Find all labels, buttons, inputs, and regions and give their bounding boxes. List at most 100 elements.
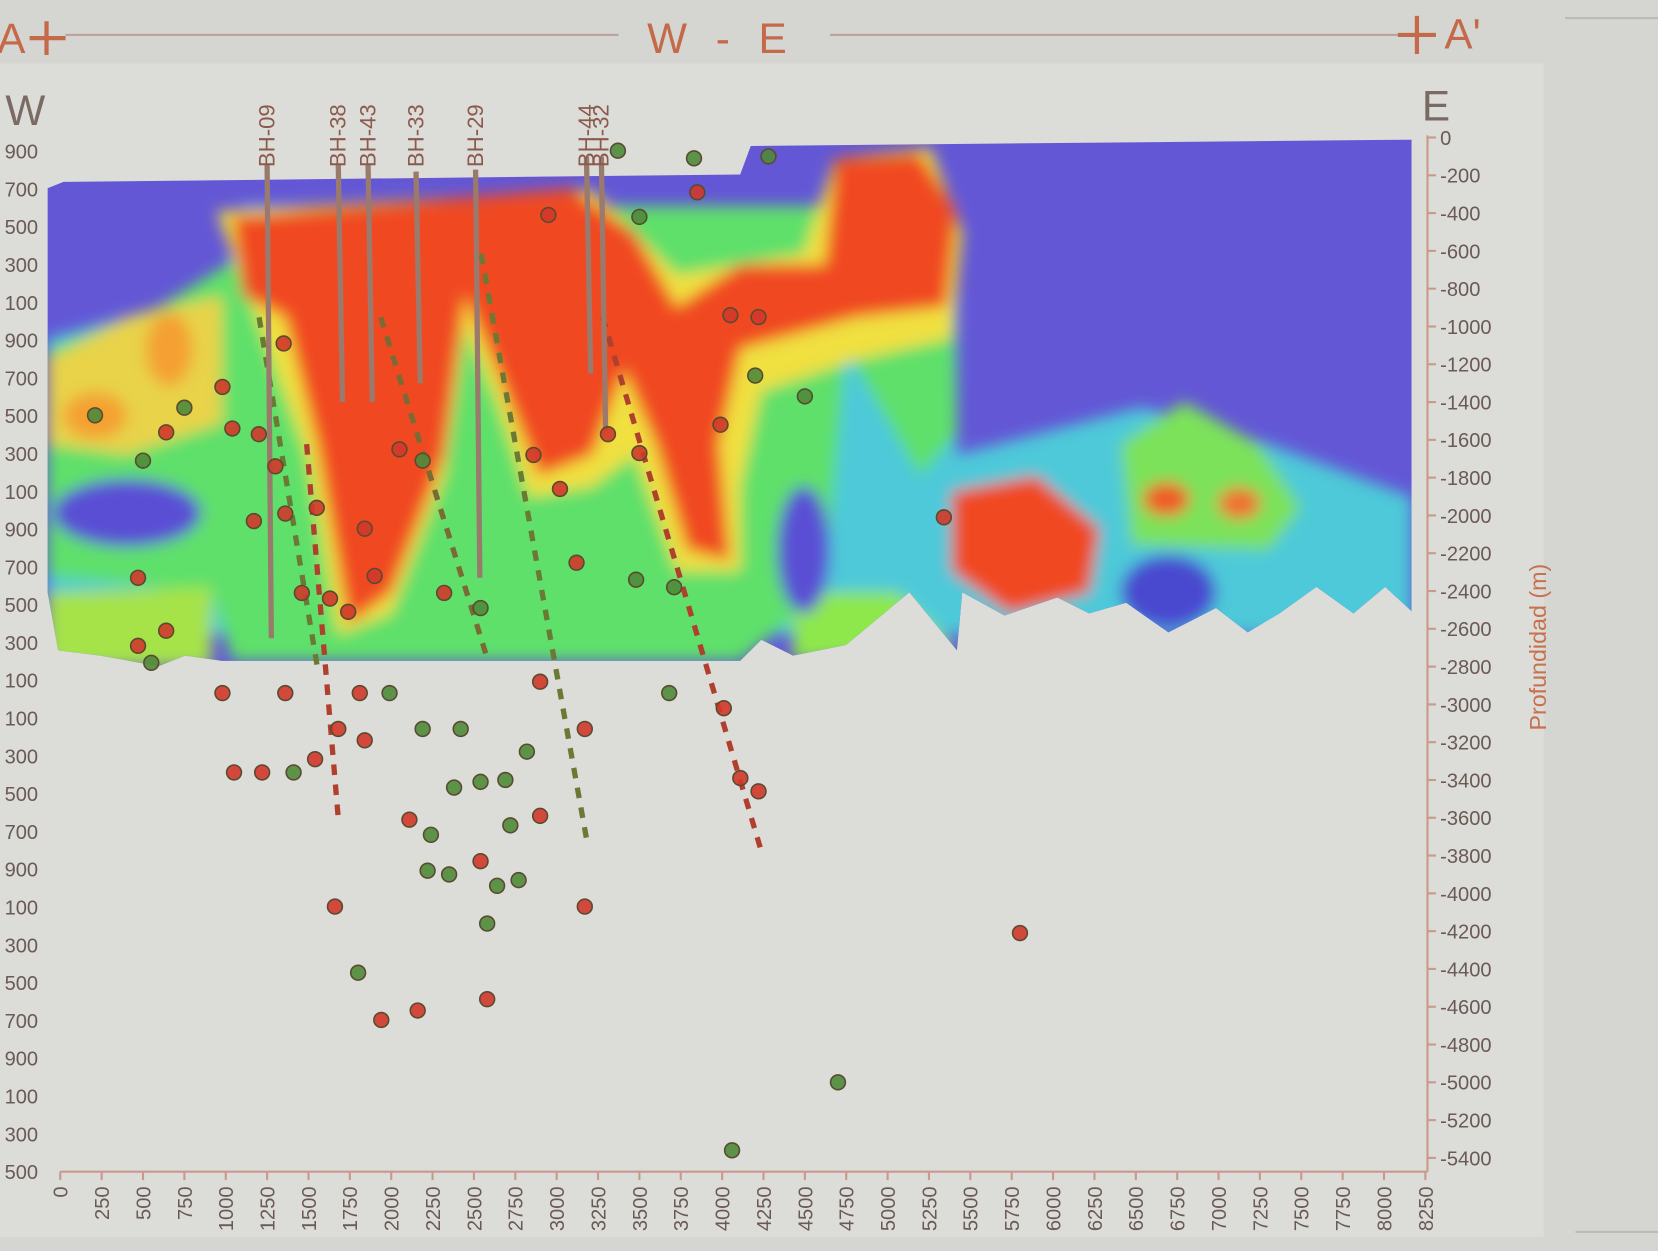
event-point: [86, 407, 104, 424]
event-point: [510, 871, 527, 889]
y-tick-label: -1200: [1440, 355, 1491, 377]
x-tick-label: 2250: [423, 1186, 445, 1231]
x-tick-label: 750: [175, 1186, 197, 1220]
borehole: [598, 156, 609, 431]
cross-marker: [29, 21, 66, 56]
x-tick-label: 2500: [464, 1186, 486, 1231]
event-point: [631, 208, 648, 226]
event-point: [214, 684, 231, 702]
left-tick-label: 300: [5, 444, 39, 466]
section-end: A': [1444, 11, 1480, 58]
event-point: [631, 444, 648, 462]
event-point: [277, 684, 294, 702]
event-point: [143, 654, 160, 672]
event-point: [275, 335, 292, 352]
y-tick-label: -2200: [1440, 544, 1491, 566]
event-point: [401, 811, 418, 828]
event-point: [472, 599, 489, 617]
borehole: [365, 163, 375, 403]
event-point: [373, 1011, 390, 1029]
x-tick-label: 7000: [1209, 1186, 1231, 1231]
y-tick-label: -1800: [1440, 468, 1491, 490]
x-tick-label: 4000: [713, 1186, 735, 1231]
event-point: [935, 509, 953, 526]
event-point: [599, 425, 617, 443]
event-point: [250, 425, 268, 443]
x-tick-label: 3000: [547, 1186, 569, 1231]
event-point: [1011, 924, 1029, 942]
y-tick-label: -3800: [1440, 846, 1491, 868]
y-tick-label: 0: [1440, 128, 1451, 150]
event-point: [497, 771, 514, 789]
event-point: [750, 308, 767, 326]
x-tick-label: 3250: [588, 1186, 610, 1231]
event-point: [129, 569, 147, 586]
event-point: [712, 416, 729, 433]
y-tick-label: -3000: [1440, 695, 1491, 717]
section-zone: [1143, 482, 1190, 517]
event-point: [609, 142, 627, 159]
y-tick-label: -3600: [1440, 808, 1491, 830]
left-tick-label: 500: [5, 217, 39, 239]
left-tick-label: 900: [5, 331, 39, 353]
event-point: [134, 452, 152, 469]
left-tick-label: 500: [5, 973, 39, 995]
section-zone: [1120, 555, 1217, 630]
event-point: [321, 590, 339, 607]
event-point: [308, 499, 325, 517]
left-tick-label: 100: [5, 671, 39, 693]
event-point: [488, 877, 506, 894]
left-tick-label: 900: [5, 520, 39, 542]
borehole: [583, 156, 594, 374]
left-tick-label: 700: [5, 179, 39, 201]
event-point: [472, 853, 489, 870]
event-point: [445, 779, 463, 796]
left-tick-label: 900: [5, 860, 39, 882]
event-point: [366, 567, 383, 585]
y-tick-label: -2600: [1440, 619, 1491, 641]
left-tick-label: 900: [5, 1049, 39, 1071]
y-tick-label: -1400: [1440, 392, 1491, 414]
left-tick-label: 900: [5, 142, 39, 164]
west-label: W: [5, 87, 45, 134]
event-point: [391, 441, 408, 458]
event-point: [478, 990, 496, 1008]
left-tick-label: 100: [5, 482, 39, 504]
event-point: [760, 148, 777, 165]
x-tick-label: 6250: [1085, 1186, 1107, 1231]
event-point: [531, 673, 549, 690]
borehole: [335, 163, 346, 403]
chart-title: W - E: [647, 15, 795, 62]
left-tick-label: 500: [5, 595, 39, 617]
x-tick-label: 7250: [1250, 1186, 1272, 1231]
section-start: A: [0, 15, 26, 62]
x-tick-label: 4500: [795, 1186, 817, 1231]
left-tick-label: 300: [5, 255, 39, 277]
borehole-label: BH-38: [326, 104, 351, 167]
y-tick-label: -4400: [1440, 959, 1491, 981]
left-tick-label: 300: [5, 935, 39, 957]
x-tick-label: 5000: [878, 1186, 900, 1231]
x-tick-label: 3500: [630, 1186, 652, 1231]
borehole-label: BH-43: [355, 104, 380, 167]
left-tick-label: 300: [5, 633, 39, 655]
y-tick-label: -600: [1440, 241, 1480, 263]
x-tick-label: 6500: [1126, 1186, 1148, 1231]
y-tick-label: -800: [1440, 279, 1480, 301]
event-point: [326, 898, 344, 915]
borehole-label: BH-32: [589, 104, 614, 167]
x-tick-label: 8000: [1374, 1186, 1396, 1231]
y-tick-label: -4200: [1440, 922, 1491, 944]
x-tick-label: 6000: [1043, 1186, 1065, 1231]
section-zone: [47, 586, 212, 667]
left-tick-label: 100: [5, 709, 39, 731]
x-tick-label: 5750: [1002, 1186, 1024, 1231]
x-tick-label: 0: [51, 1186, 73, 1197]
event-point: [568, 554, 585, 571]
event-point: [157, 622, 175, 639]
event-point: [293, 584, 311, 602]
event-point: [525, 446, 542, 464]
event-point: [356, 520, 373, 537]
event-point: [478, 915, 496, 932]
event-point: [414, 452, 431, 469]
